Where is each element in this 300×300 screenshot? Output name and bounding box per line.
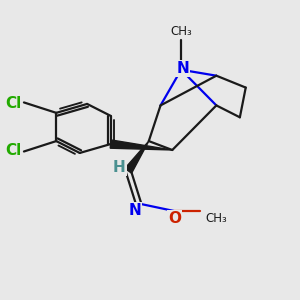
Polygon shape (110, 140, 172, 150)
Text: CH₃: CH₃ (206, 212, 227, 225)
Text: N: N (129, 202, 141, 217)
Text: CH₃: CH₃ (170, 25, 192, 38)
Text: O: O (168, 211, 181, 226)
Text: H: H (113, 160, 126, 175)
Text: N: N (176, 61, 189, 76)
Text: Cl: Cl (5, 143, 21, 158)
Text: Cl: Cl (5, 95, 21, 110)
Polygon shape (125, 141, 149, 173)
